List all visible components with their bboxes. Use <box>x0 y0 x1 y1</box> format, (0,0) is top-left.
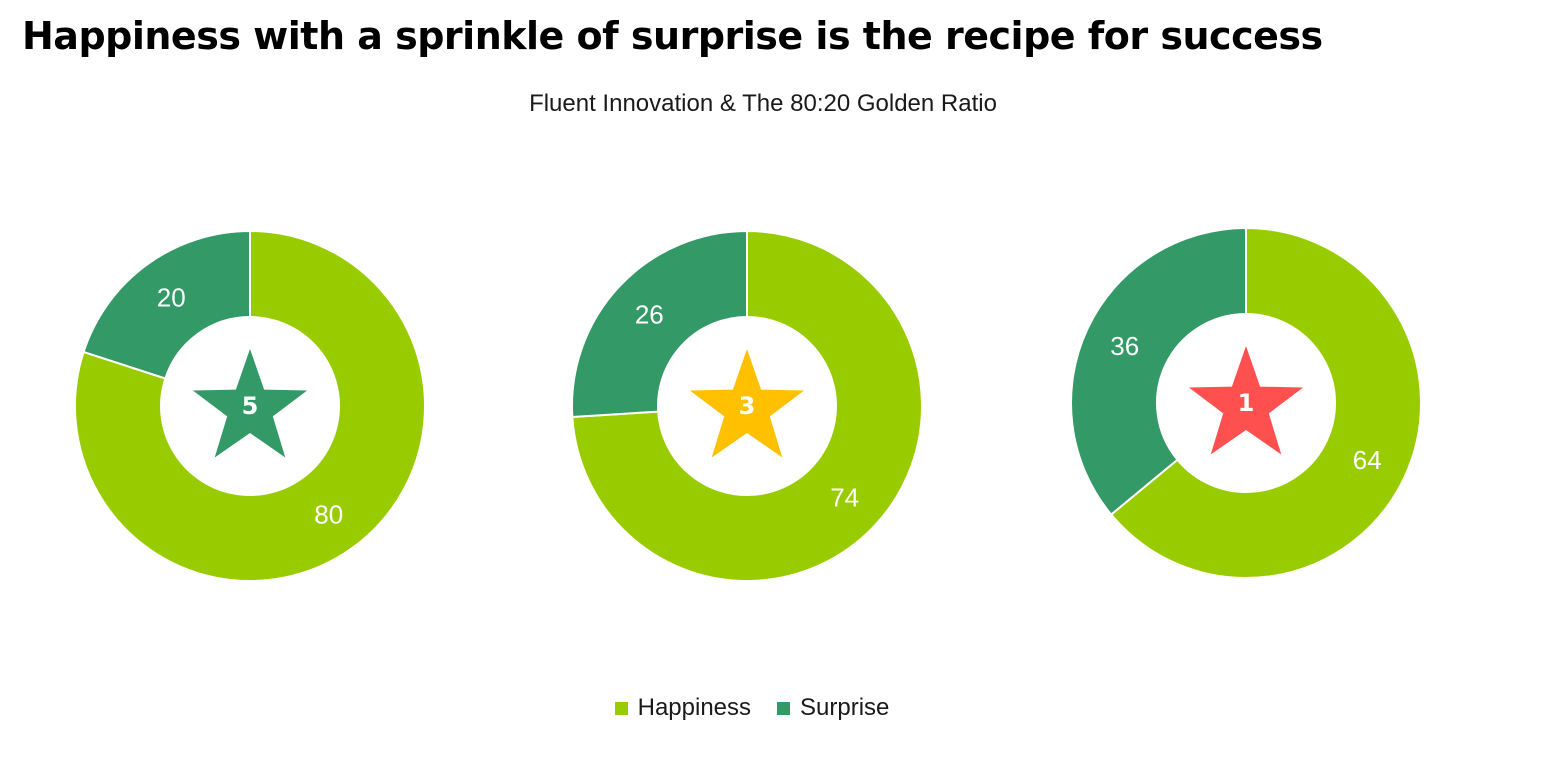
legend-label-happiness: Happiness <box>637 694 752 721</box>
donut-2-label-happiness: 74 <box>830 483 859 513</box>
donut-3-slice-happiness <box>1109 226 1422 579</box>
donut-chart-2: 74 26 3 <box>571 229 923 582</box>
legend-item-happiness: Happiness <box>614 694 752 722</box>
rating-star-icon-2 <box>689 349 805 458</box>
legend-swatch-surprise <box>777 701 791 715</box>
donut-1-slice-happiness <box>74 229 426 582</box>
donut-3-label-surprise: 36 <box>1110 331 1139 361</box>
rating-star-icon-1 <box>192 349 308 458</box>
chart-title: Happiness with a sprinkle of surprise is… <box>22 14 1323 58</box>
legend: Happiness Surprise <box>0 694 1504 722</box>
donut-3-slice-surprise <box>1070 226 1247 516</box>
chart-subtitle: Fluent Innovation & The 80:20 Golden Rat… <box>529 90 997 117</box>
rating-number-2: 3 <box>739 392 756 420</box>
donut-2-slice-happiness <box>571 229 923 582</box>
donut-2-slice-surprise <box>571 229 748 419</box>
rating-number-1: 5 <box>242 392 259 420</box>
legend-label-surprise: Surprise <box>800 694 890 721</box>
rating-star-icon-3 <box>1188 346 1304 455</box>
donut-1-slice-surprise <box>82 229 251 380</box>
legend-item-surprise: Surprise <box>777 694 889 722</box>
donut-chart-3: 64 36 1 <box>1070 226 1422 579</box>
donut-3-label-happiness: 64 <box>1353 445 1382 475</box>
donut-charts: 80 20 5 74 26 3 64 36 1 <box>74 226 1422 582</box>
legend-swatch-happiness <box>614 701 628 715</box>
donut-1-label-happiness: 80 <box>314 499 343 529</box>
donut-chart-1: 80 20 5 <box>74 229 426 582</box>
rating-number-3: 1 <box>1238 389 1255 417</box>
donut-1-label-surprise: 20 <box>157 283 186 313</box>
donut-2-label-surprise: 26 <box>635 299 664 329</box>
